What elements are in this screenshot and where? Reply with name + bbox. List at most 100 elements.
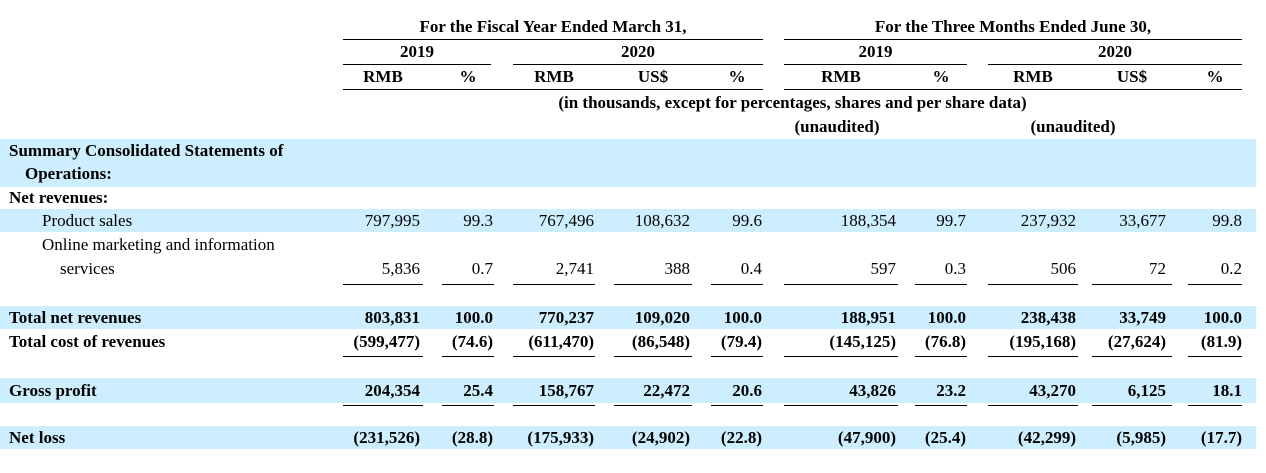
section-title: Operations: bbox=[25, 164, 112, 183]
cell-net-loss: (5,985) bbox=[1116, 428, 1166, 447]
units-note: (in thousands, except for percentages, s… bbox=[558, 93, 1027, 112]
cell-product-sales: 188,354 bbox=[840, 211, 896, 230]
underline-rule bbox=[1092, 284, 1172, 285]
cell-total-cost: (599,477) bbox=[353, 332, 420, 351]
cell-product-sales: 33,677 bbox=[1119, 211, 1166, 230]
cell-total-cost: (86,548) bbox=[631, 332, 690, 351]
cell-product-sales: 99.6 bbox=[732, 211, 762, 230]
underline-rule bbox=[1092, 405, 1172, 406]
cell-total-net-revenues: 188,951 bbox=[840, 308, 896, 327]
band-product-sales bbox=[0, 209, 1256, 232]
cell-total-cost: (81.9) bbox=[1200, 332, 1242, 351]
row-label: Total net revenues bbox=[9, 308, 142, 327]
rule bbox=[343, 89, 763, 90]
cell-net-loss: (42,299) bbox=[1017, 428, 1076, 447]
cell-gross-profit: 25.4 bbox=[463, 381, 493, 400]
cell-gross-profit: 43,826 bbox=[849, 381, 896, 400]
cell-gross-profit: 18.1 bbox=[1212, 381, 1242, 400]
q-year-2020: 2020 bbox=[1098, 42, 1132, 61]
cell-total-net-revenues: 100.0 bbox=[927, 308, 966, 327]
unit-header: % bbox=[459, 67, 477, 86]
cell-online-marketing: 0.2 bbox=[1220, 259, 1242, 278]
cell-total-net-revenues: 770,237 bbox=[538, 308, 594, 327]
underline-rule bbox=[614, 405, 692, 406]
underline-rule bbox=[784, 405, 898, 406]
rule bbox=[343, 64, 491, 65]
section-title: Summary Consolidated Statements of bbox=[9, 141, 284, 160]
cell-net-loss: (231,526) bbox=[353, 428, 420, 447]
cell-online-marketing: 388 bbox=[664, 259, 691, 278]
q-year-2019: 2019 bbox=[858, 42, 893, 61]
underline-rule bbox=[513, 405, 595, 406]
cell-total-net-revenues: 238,438 bbox=[1020, 308, 1076, 327]
cell-online-marketing: 0.7 bbox=[471, 259, 493, 278]
fiscal-year-title: For the Fiscal Year Ended March 31, bbox=[419, 17, 687, 36]
cell-total-net-revenues: 33,749 bbox=[1119, 308, 1166, 327]
row-label: Net loss bbox=[9, 428, 66, 447]
underline-rule bbox=[915, 284, 967, 285]
underline-rule bbox=[988, 284, 1078, 285]
band-net-loss bbox=[0, 426, 1256, 449]
cell-online-marketing: 2,741 bbox=[555, 259, 594, 278]
cell-online-marketing: 5,836 bbox=[381, 259, 420, 278]
band-total-net-revenues bbox=[0, 306, 1256, 329]
cell-product-sales: 797,995 bbox=[364, 211, 420, 230]
cell-product-sales: 237,932 bbox=[1020, 211, 1076, 230]
band-gross-profit bbox=[0, 378, 1256, 403]
unit-header: RMB bbox=[534, 67, 574, 86]
underline-rule bbox=[711, 284, 763, 285]
cell-total-net-revenues: 100.0 bbox=[723, 308, 762, 327]
unit-header: % bbox=[1206, 67, 1224, 86]
cell-total-cost: (145,125) bbox=[829, 332, 896, 351]
cell-net-loss: (22.8) bbox=[720, 428, 762, 447]
cell-total-net-revenues: 100.0 bbox=[1203, 308, 1242, 327]
cell-total-net-revenues: 803,831 bbox=[364, 308, 420, 327]
unit-header: % bbox=[932, 67, 950, 86]
underline-rule bbox=[614, 356, 692, 357]
cell-total-cost: (79.4) bbox=[720, 332, 762, 351]
cell-gross-profit: 6,125 bbox=[1127, 381, 1166, 400]
cell-total-net-revenues: 109,020 bbox=[634, 308, 690, 327]
unit-header: RMB bbox=[821, 67, 861, 86]
cell-product-sales: 99.8 bbox=[1212, 211, 1242, 230]
cell-gross-profit: 43,270 bbox=[1029, 381, 1076, 400]
band-section bbox=[0, 139, 1256, 187]
cell-gross-profit: 158,767 bbox=[538, 381, 594, 400]
underline-rule bbox=[343, 356, 423, 357]
cell-online-marketing: 506 bbox=[1050, 259, 1077, 278]
unit-header: RMB bbox=[363, 67, 403, 86]
underline-rule bbox=[513, 284, 595, 285]
underline-rule bbox=[915, 356, 967, 357]
unit-header: US$ bbox=[637, 67, 669, 86]
underline-rule bbox=[711, 405, 763, 406]
fy-year-2020: 2020 bbox=[621, 42, 655, 61]
cell-product-sales: 99.3 bbox=[463, 211, 493, 230]
three-months-title: For the Three Months Ended June 30, bbox=[874, 17, 1152, 36]
cell-net-loss: (47,900) bbox=[837, 428, 896, 447]
row-label: Net revenues: bbox=[9, 188, 109, 207]
rule bbox=[784, 39, 1242, 40]
underline-rule bbox=[784, 284, 898, 285]
cell-gross-profit: 204,354 bbox=[364, 381, 420, 400]
underline-rule bbox=[343, 405, 423, 406]
unit-header: US$ bbox=[1116, 67, 1148, 86]
cell-gross-profit: 23.2 bbox=[936, 381, 966, 400]
cell-online-marketing: 72 bbox=[1149, 259, 1166, 278]
cell-total-cost: (195,168) bbox=[1009, 332, 1076, 351]
underline-rule bbox=[1188, 356, 1242, 357]
row-label: Online marketing and information bbox=[42, 235, 275, 254]
underline-rule bbox=[988, 405, 1078, 406]
rule bbox=[513, 64, 763, 65]
rule bbox=[343, 39, 763, 40]
cell-online-marketing: 0.3 bbox=[944, 259, 966, 278]
cell-net-loss: (25.4) bbox=[924, 428, 966, 447]
unaudited-label: (unaudited) bbox=[794, 117, 880, 136]
underline-rule bbox=[442, 284, 494, 285]
rule bbox=[784, 89, 1242, 90]
fy-year-2019: 2019 bbox=[400, 42, 434, 61]
row-label: Gross profit bbox=[9, 381, 97, 400]
cell-net-loss: (17.7) bbox=[1200, 428, 1242, 447]
underline-rule bbox=[614, 284, 692, 285]
unit-header: RMB bbox=[1013, 67, 1053, 86]
cell-total-cost: (27,624) bbox=[1107, 332, 1166, 351]
